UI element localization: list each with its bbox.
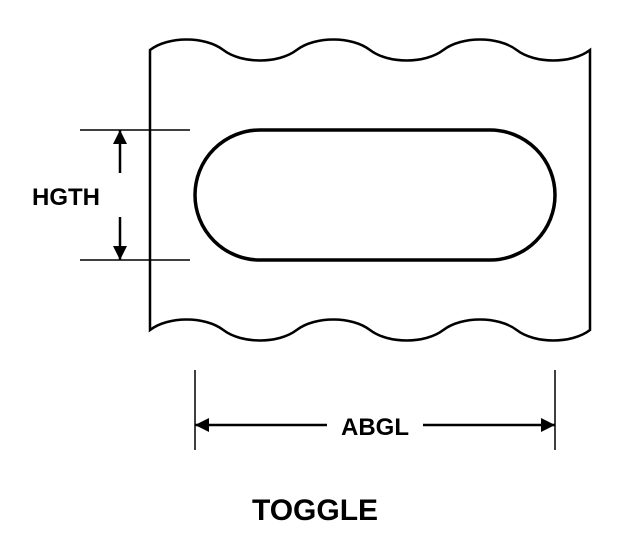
cutout-slot bbox=[195, 130, 555, 260]
panel-outline bbox=[150, 40, 590, 341]
dimension-height: HGTH bbox=[32, 130, 190, 260]
dimension-width: ABGL bbox=[195, 370, 555, 450]
dimension-width-label: ABGL bbox=[341, 414, 409, 441]
toggle-diagram: HGTH ABGL TOGGLE bbox=[0, 0, 630, 555]
diagram-title: TOGGLE bbox=[252, 494, 378, 527]
dimension-height-label: HGTH bbox=[32, 184, 100, 211]
